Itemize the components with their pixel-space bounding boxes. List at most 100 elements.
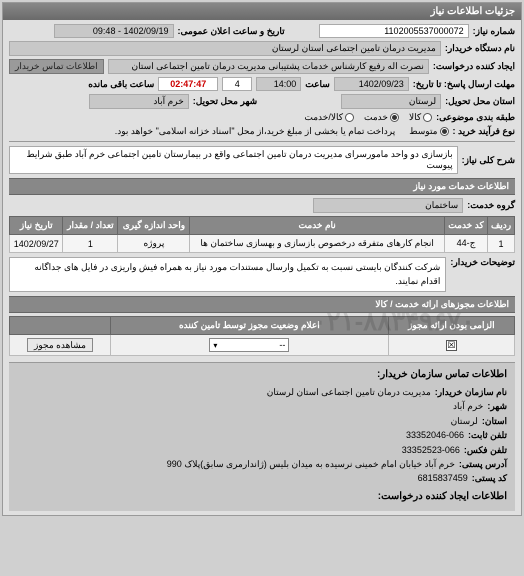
- svc-col-0: ردیف: [488, 217, 515, 235]
- auth-mandatory-cell: ☒: [388, 335, 514, 356]
- row-buyer: نام دستگاه خریدار: مدیریت درمان تامین اج…: [9, 41, 515, 56]
- services-header: اطلاعات خدمات مورد نیاز: [9, 178, 515, 195]
- contact-province-value: لرستان: [451, 414, 478, 428]
- delivery-province-label: استان محل تحویل:: [445, 96, 515, 107]
- contact-postal-code-label: کد پستی:: [472, 471, 507, 485]
- auth-section: ۰۲۱-۸۸۳۴۹۶۷۰ الزامی بودن ارائه مجوز اعلا…: [9, 316, 515, 356]
- contact-org: نام سازمان خریدار: مدیریت درمان تامین اجت…: [17, 385, 507, 399]
- budget-opt-1[interactable]: خدمت: [364, 112, 399, 123]
- row-buyer-notes: توضیحات خریدار: شرکت کنندگان بایستی نسبت…: [9, 257, 515, 292]
- panel-body: شماره نیاز: 1102005537000072 تاریخ و ساع…: [3, 20, 521, 515]
- auth-header: اطلاعات مجوزهای ارائه خدمت / کالا: [9, 296, 515, 313]
- delivery-city-label: شهر محل تحویل:: [193, 96, 257, 107]
- contact-city-value: خرم آباد: [453, 399, 483, 413]
- row-delivery: استان محل تحویل: لرستان شهر محل تحویل: خ…: [9, 94, 515, 109]
- buyer-notes-label: توضیحات خریدار:: [450, 257, 515, 268]
- need-no-label: شماره نیاز:: [473, 26, 515, 37]
- contact-city-label: شهر:: [487, 399, 507, 413]
- auth-status-dropdown[interactable]: --: [209, 338, 289, 352]
- svc-cell-0-2: انجام کارهای متفرقه درخصوص بازسازی و بهس…: [190, 235, 445, 253]
- svc-cell-0-0: 1: [488, 235, 515, 253]
- remain-clock: 02:47:47: [158, 77, 218, 91]
- contact-fax-label: تلفن فکس:: [464, 443, 507, 457]
- budget-radio-group: کالا خدمت کالا/خدمت: [304, 112, 432, 123]
- table-row: 1ج-44انجام کارهای متفرقه درخصوص بازسازی …: [10, 235, 515, 253]
- mandatory-checkbox[interactable]: ☒: [446, 340, 457, 351]
- auth-col-2: [10, 317, 111, 335]
- svc-col-4: تعداد / مقدار: [63, 217, 118, 235]
- contact-phone-label: تلفن ثابت:: [468, 428, 507, 442]
- buyer-notes-value: شرکت کنندگان بایستی نسبت به تکمیل وارسال…: [9, 257, 446, 292]
- requester-value: نصرت اله رفیع کارشناس خدمات پشتیبانی مدی…: [108, 59, 429, 74]
- contact-title: اطلاعات تماس سازمان خریدار:: [17, 367, 507, 383]
- svc-cell-0-1: ج-44: [444, 235, 487, 253]
- delivery-province: لرستان: [341, 94, 441, 109]
- buyer-label: نام دستگاه خریدار:: [445, 43, 515, 54]
- deadline-time-label: ساعت: [305, 79, 330, 90]
- svc-col-2: نام خدمت: [190, 217, 445, 235]
- service-group-value: ساختمان: [313, 198, 463, 213]
- budget-opt-2-label: کالا/خدمت: [304, 112, 343, 123]
- row-need-no: شماره نیاز: 1102005537000072 تاریخ و ساع…: [9, 24, 515, 38]
- contact-city: شهر: خرم آباد: [17, 399, 507, 413]
- remain-text: ساعت باقی مانده: [88, 79, 154, 90]
- buyer-value: مدیریت درمان تامین اجتماعی استان لرستان: [9, 41, 441, 56]
- auth-status-value: --: [279, 340, 285, 350]
- svc-cell-0-4: 1: [63, 235, 118, 253]
- budget-opt-0-label: کالا: [409, 112, 421, 123]
- delivery-city: خرم آباد: [89, 94, 189, 109]
- auth-action-cell: مشاهده مجوز: [10, 335, 111, 356]
- details-panel: جزئیات اطلاعات نیاز شماره نیاز: 11020055…: [2, 2, 522, 516]
- purchase-type-opt[interactable]: متوسط: [409, 126, 448, 137]
- contact-fax-value: 33352523-066: [402, 443, 460, 457]
- purchase-type-label: نوع فرآیند خرید :: [453, 126, 516, 137]
- row-purchase-type: نوع فرآیند خرید : متوسط پرداخت تمام یا ب…: [9, 126, 515, 137]
- remain-days: 4: [222, 77, 252, 91]
- contact-org-value: مدیریت درمان تامین اجتماعی استان لرستان: [267, 385, 431, 399]
- contact-link-button[interactable]: اطلاعات تماس خریدار: [9, 59, 104, 74]
- svc-col-3: واحد اندازه گیری: [118, 217, 190, 235]
- contact-postal-code: کد پستی: 6815837459: [17, 471, 507, 485]
- contact-fax: تلفن فکس: 33352523-066: [17, 443, 507, 457]
- subject-value: بازسازی دو واحد مامورسرای مدیریت درمان ت…: [9, 146, 458, 174]
- purchase-type-opt-label: متوسط: [409, 126, 437, 137]
- auth-col-0: الزامی بودن ارائه مجوز: [388, 317, 514, 335]
- deadline-time: 14:00: [256, 77, 301, 91]
- row-deadline: مهلت ارسال پاسخ: تا تاریخ: 1402/09/23 سا…: [9, 77, 515, 91]
- deadline-label: مهلت ارسال پاسخ: تا تاریخ:: [413, 79, 515, 90]
- creator-title: اطلاعات ایجاد کننده درخواست:: [17, 489, 507, 505]
- budget-label: طبقه بندی موضوعی:: [436, 112, 515, 123]
- row-service-group: گروه خدمت: ساختمان: [9, 198, 515, 213]
- budget-opt-2[interactable]: کالا/خدمت: [304, 112, 354, 123]
- row-budget: طبقه بندی موضوعی: کالا خدمت کالا/خدمت: [9, 112, 515, 123]
- contact-province-label: استان:: [482, 414, 507, 428]
- row-subject: شرح کلی نیاز: بازسازی دو واحد مامورسرای …: [9, 146, 515, 174]
- subject-label: شرح کلی نیاز:: [462, 155, 515, 166]
- svc-col-1: کد خدمت: [444, 217, 487, 235]
- svc-col-5: تاریخ نیاز: [10, 217, 63, 235]
- contact-postal-addr-value: خرم آباد خیابان امام خمینی نرسیده به مید…: [167, 457, 455, 471]
- row-requester: ایجاد کننده درخواست: نصرت اله رفیع کارشن…: [9, 59, 515, 74]
- contact-postal-code-value: 6815837459: [418, 471, 468, 485]
- auth-col-1: اعلام وضعیت مجوز توسط تامین کننده: [111, 317, 389, 335]
- contact-phone-value: 33352046-066: [406, 428, 464, 442]
- need-no-value: 1102005537000072: [319, 24, 469, 38]
- contact-postal-addr-label: آدرس پستی:: [459, 457, 507, 471]
- panel-title: جزئیات اطلاعات نیاز: [3, 3, 521, 20]
- services-table: ردیفکد خدمتنام خدمتواحد اندازه گیریتعداد…: [9, 216, 515, 253]
- requester-label: ایجاد کننده درخواست:: [433, 61, 515, 72]
- announce-value: 1402/09/19 - 09:48: [54, 24, 174, 38]
- deadline-date: 1402/09/23: [334, 77, 409, 91]
- contact-block: اطلاعات تماس سازمان خریدار: نام سازمان خ…: [9, 363, 515, 511]
- contact-org-label: نام سازمان خریدار:: [435, 385, 507, 399]
- service-group-label: گروه خدمت:: [467, 200, 515, 211]
- budget-opt-0[interactable]: کالا: [409, 112, 432, 123]
- announce-label: تاریخ و ساعت اعلان عمومی:: [178, 26, 285, 37]
- view-permit-button[interactable]: مشاهده مجوز: [27, 338, 93, 352]
- auth-table: الزامی بودن ارائه مجوز اعلام وضعیت مجوز …: [9, 316, 515, 356]
- svc-cell-0-3: پروژه: [118, 235, 190, 253]
- svc-cell-0-5: 1402/09/27: [10, 235, 63, 253]
- contact-province: استان: لرستان: [17, 414, 507, 428]
- contact-postal-addr: آدرس پستی: خرم آباد خیابان امام خمینی نرس…: [17, 457, 507, 471]
- contact-phone: تلفن ثابت: 33352046-066: [17, 428, 507, 442]
